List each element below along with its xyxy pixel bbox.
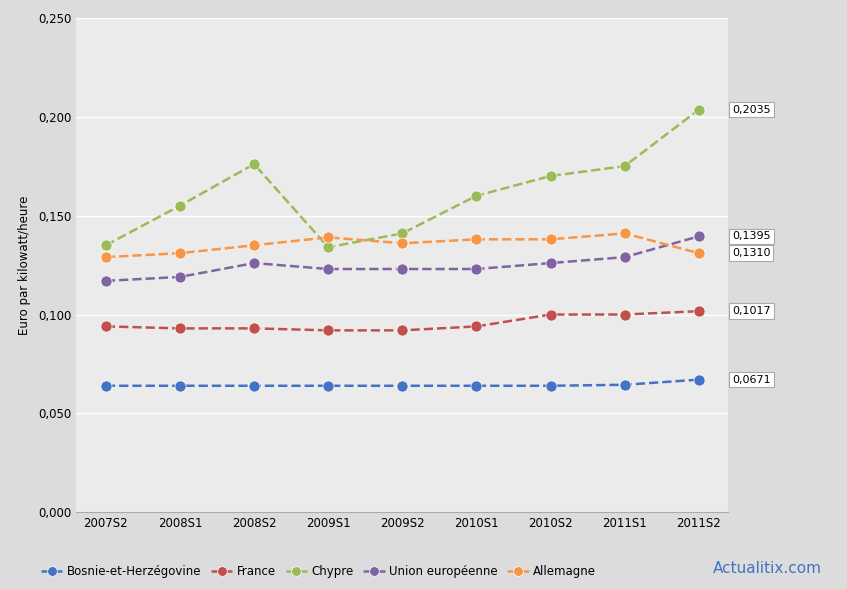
Text: Actualitix.com: Actualitix.com <box>712 561 822 576</box>
Legend: Bosnie-et-Herzégovine, France, Chypre, Union européenne, Allemagne: Bosnie-et-Herzégovine, France, Chypre, U… <box>36 561 601 583</box>
Text: 0,1395: 0,1395 <box>732 231 771 241</box>
Y-axis label: Euro par kilowatt/heure: Euro par kilowatt/heure <box>18 196 31 335</box>
Text: 0,1017: 0,1017 <box>732 306 771 316</box>
Text: 0,1310: 0,1310 <box>732 248 771 258</box>
Text: 0,2035: 0,2035 <box>732 105 771 115</box>
Text: 0,0671: 0,0671 <box>732 375 771 385</box>
